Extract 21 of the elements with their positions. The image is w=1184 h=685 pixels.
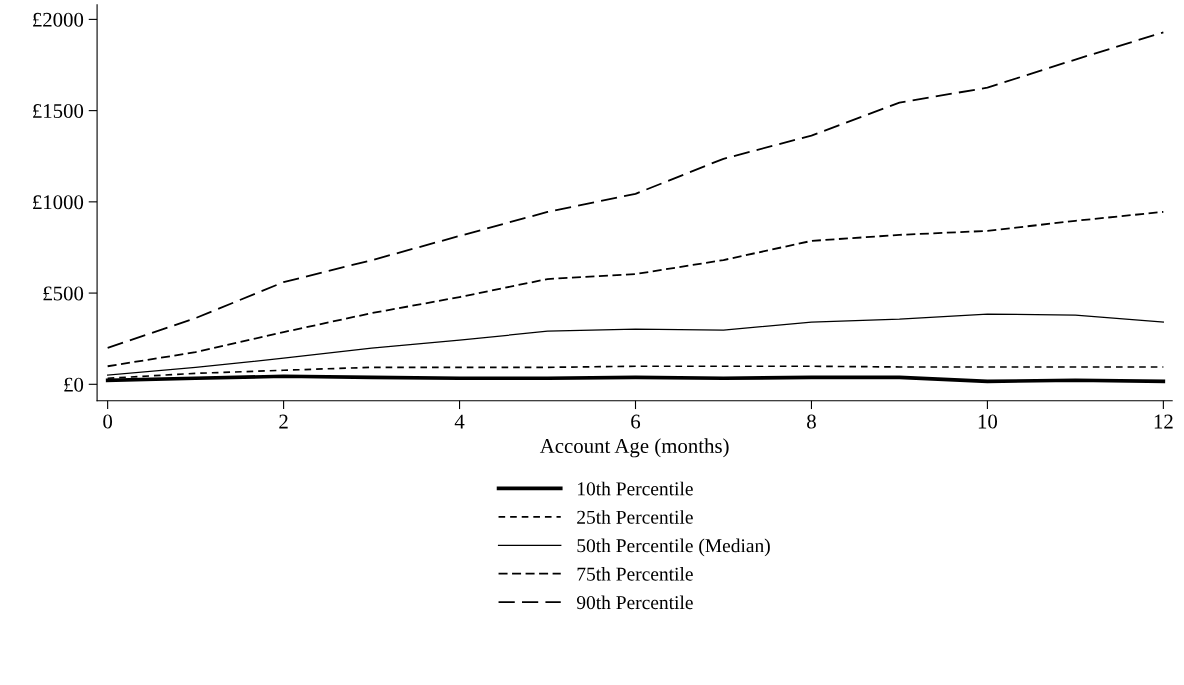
x-tick-label: 2 <box>279 414 288 429</box>
y-tick-label: £1500 <box>33 103 84 119</box>
y-tick-label: £2000 <box>33 12 84 27</box>
y-tick-label: £500 <box>43 286 84 301</box>
legend-label: 90th Percentile <box>576 595 693 610</box>
x-tick-label: 0 <box>103 414 113 429</box>
x-axis-title: Account Age (months) <box>539 438 729 458</box>
y-tick-label: £1000 <box>33 195 84 210</box>
legend-label: 75th Percentile <box>577 567 693 581</box>
line-series <box>107 313 1164 376</box>
y-tick-label: £0 <box>64 377 84 392</box>
x-tick-label: 10 <box>978 414 998 429</box>
x-tick-label: 6 <box>631 414 641 429</box>
legend-label: 25th Percentile <box>577 510 693 524</box>
legend-label: 50th Percentile (Median) <box>577 538 770 557</box>
x-tick-label: 8 <box>807 414 816 429</box>
line-series <box>106 210 1165 368</box>
legend-label: 10th Percentile <box>578 481 693 496</box>
line-series <box>106 31 1165 349</box>
x-tick-label: 4 <box>454 414 465 429</box>
x-tick-label: 12 <box>1154 414 1173 429</box>
